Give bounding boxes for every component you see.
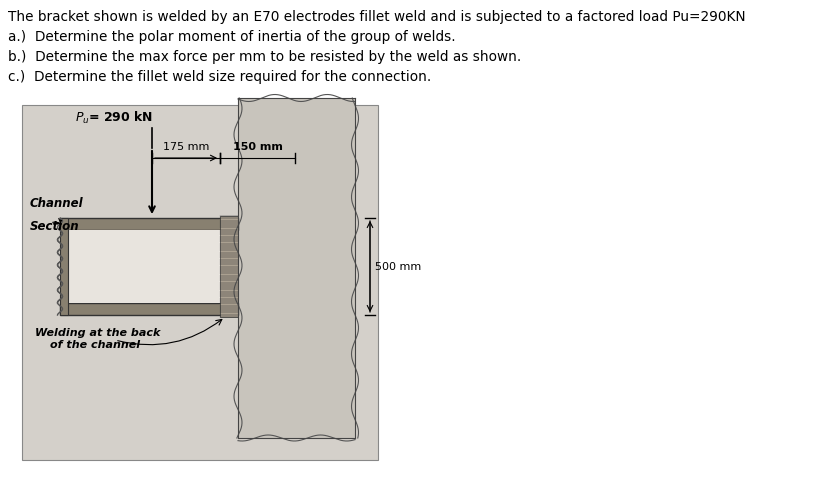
Bar	[238, 98, 355, 438]
Bar	[60, 218, 238, 230]
Text: Section: Section	[30, 220, 80, 233]
Text: The bracket shown is welded by an E70 electrodes fillet weld and is subjected to: The bracket shown is welded by an E70 el…	[8, 10, 745, 24]
Bar	[60, 218, 68, 315]
Text: a.)  Determine the polar moment of inertia of the group of welds.: a.) Determine the polar moment of inerti…	[8, 30, 456, 44]
Text: of the channel: of the channel	[50, 340, 140, 350]
Text: Channel: Channel	[30, 197, 84, 210]
Bar	[220, 216, 238, 317]
Bar	[60, 303, 238, 315]
Text: c.)  Determine the fillet weld size required for the connection.: c.) Determine the fillet weld size requi…	[8, 70, 431, 84]
Bar	[60, 230, 238, 303]
Text: b.)  Determine the max force per mm to be resisted by the weld as shown.: b.) Determine the max force per mm to be…	[8, 50, 522, 64]
Text: Welding at the back: Welding at the back	[35, 328, 161, 338]
Bar	[22, 105, 378, 460]
Text: $P_u$= 290 kN: $P_u$= 290 kN	[75, 110, 153, 126]
Text: 175 mm: 175 mm	[163, 142, 209, 152]
Text: 500 mm: 500 mm	[375, 262, 421, 271]
Text: 150 mm: 150 mm	[233, 142, 282, 152]
